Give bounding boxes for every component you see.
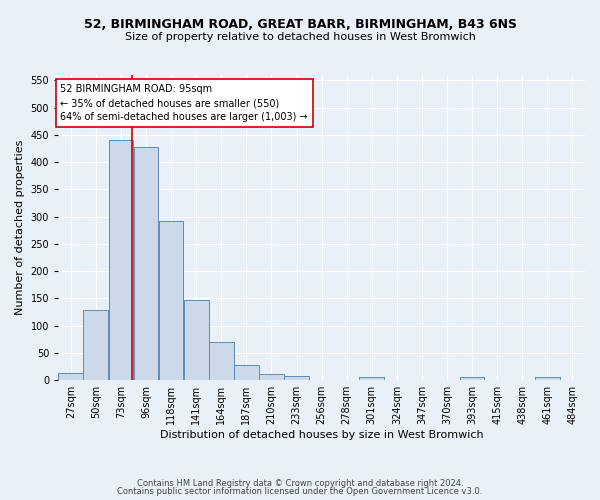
Bar — [460, 378, 484, 380]
Bar — [209, 342, 233, 380]
Text: 52 BIRMINGHAM ROAD: 95sqm
← 35% of detached houses are smaller (550)
64% of semi: 52 BIRMINGHAM ROAD: 95sqm ← 35% of detac… — [61, 84, 308, 122]
Bar — [234, 366, 259, 380]
Bar — [359, 378, 384, 380]
Bar — [259, 374, 284, 380]
X-axis label: Distribution of detached houses by size in West Bromwich: Distribution of detached houses by size … — [160, 430, 484, 440]
Bar — [159, 220, 184, 380]
Y-axis label: Number of detached properties: Number of detached properties — [15, 140, 25, 316]
Text: Contains public sector information licensed under the Open Government Licence v3: Contains public sector information licen… — [118, 487, 482, 496]
Text: 52, BIRMINGHAM ROAD, GREAT BARR, BIRMINGHAM, B43 6NS: 52, BIRMINGHAM ROAD, GREAT BARR, BIRMING… — [83, 18, 517, 30]
Bar — [535, 377, 560, 380]
Bar — [109, 140, 133, 380]
Bar — [134, 148, 158, 380]
Text: Size of property relative to detached houses in West Bromwich: Size of property relative to detached ho… — [125, 32, 475, 42]
Text: Contains HM Land Registry data © Crown copyright and database right 2024.: Contains HM Land Registry data © Crown c… — [137, 478, 463, 488]
Bar — [58, 373, 83, 380]
Bar — [184, 300, 209, 380]
Bar — [83, 310, 108, 380]
Bar — [284, 376, 309, 380]
